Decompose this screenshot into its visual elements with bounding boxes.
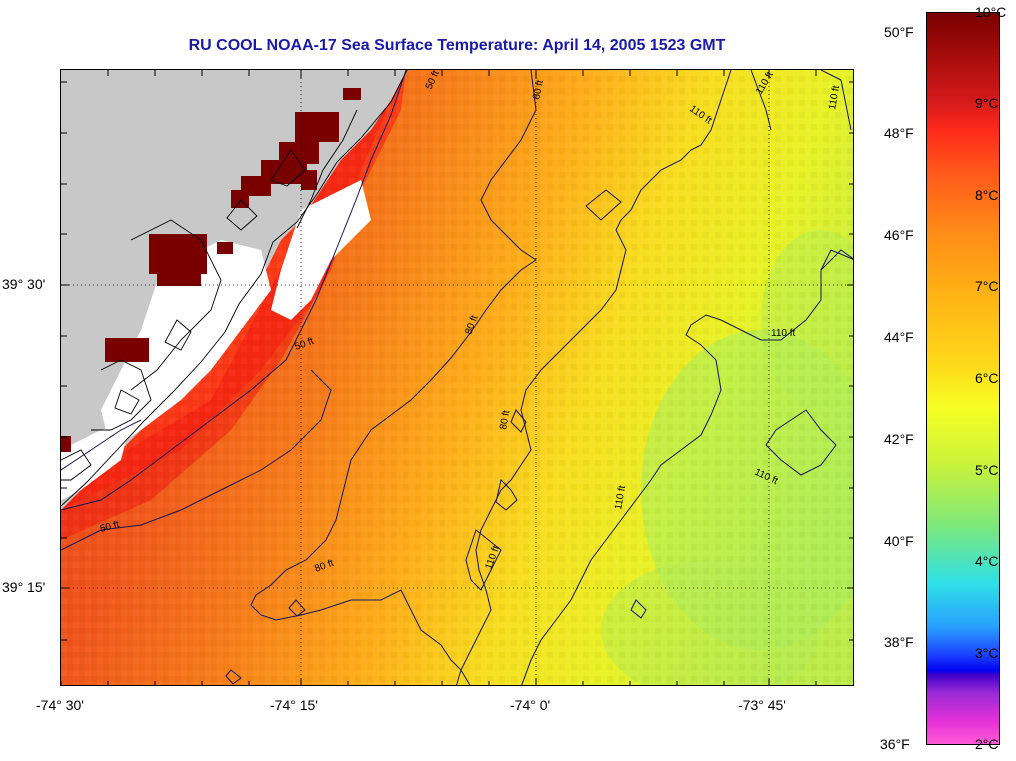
colorbar-c-label: 7°C [975,278,999,294]
depth-contours [61,70,853,685]
colorbar-f-label: 44°F [884,329,914,345]
lon-label: -74° 30' [36,697,84,713]
lon-label: -73° 45' [738,697,786,713]
lon-label: -74° 15' [270,697,318,713]
axis-ticks [61,70,853,685]
colorbar-f-label: 48°F [884,125,914,141]
colorbar-f-label: 36°F [880,736,910,752]
colorbar-f-label: 42°F [884,431,914,447]
colorbar-c-label: 10°C [975,4,1007,20]
color-scale-bar [926,12,1000,745]
colorbar-c-label: 5°C [975,462,999,478]
map-title: RU COOL NOAA-17 Sea Surface Temperature:… [188,37,726,54]
contour-label-110: 110 ft [827,84,842,110]
lat-label: 39° 30' [2,276,46,292]
colorbar-f-label: 38°F [884,634,914,650]
lon-label: -74° 0' [510,697,551,713]
lat-label: 39° 15' [2,579,46,595]
sst-map: 50 ft 50 ft 50 ft 80 ft 80 ft 80 ft 80 f… [60,69,854,686]
contour-label-110: 110 ft [771,328,795,339]
coastline [61,70,408,507]
colorbar-c-label: 2°C [975,736,999,752]
colorbar-f-label: 50°F [884,24,914,40]
contour-label-110: 110 ft [613,484,628,510]
lat-lon-grid [61,70,853,685]
colorbar-c-label: 3°C [975,645,999,661]
masked-pixels [61,88,361,452]
colorbar-c-label: 8°C [975,187,999,203]
contour-label-80: 80 ft [531,79,546,101]
colorbar-c-label: 4°C [975,553,999,569]
colorbar-f-label: 46°F [884,227,914,243]
contour-label-80: 80 ft [498,409,512,430]
contour-label-50: 50 ft [99,519,121,535]
colorbar-c-label: 6°C [975,370,999,386]
colorbar-f-label: 40°F [884,533,914,549]
colorbar-c-label: 9°C [975,95,999,111]
